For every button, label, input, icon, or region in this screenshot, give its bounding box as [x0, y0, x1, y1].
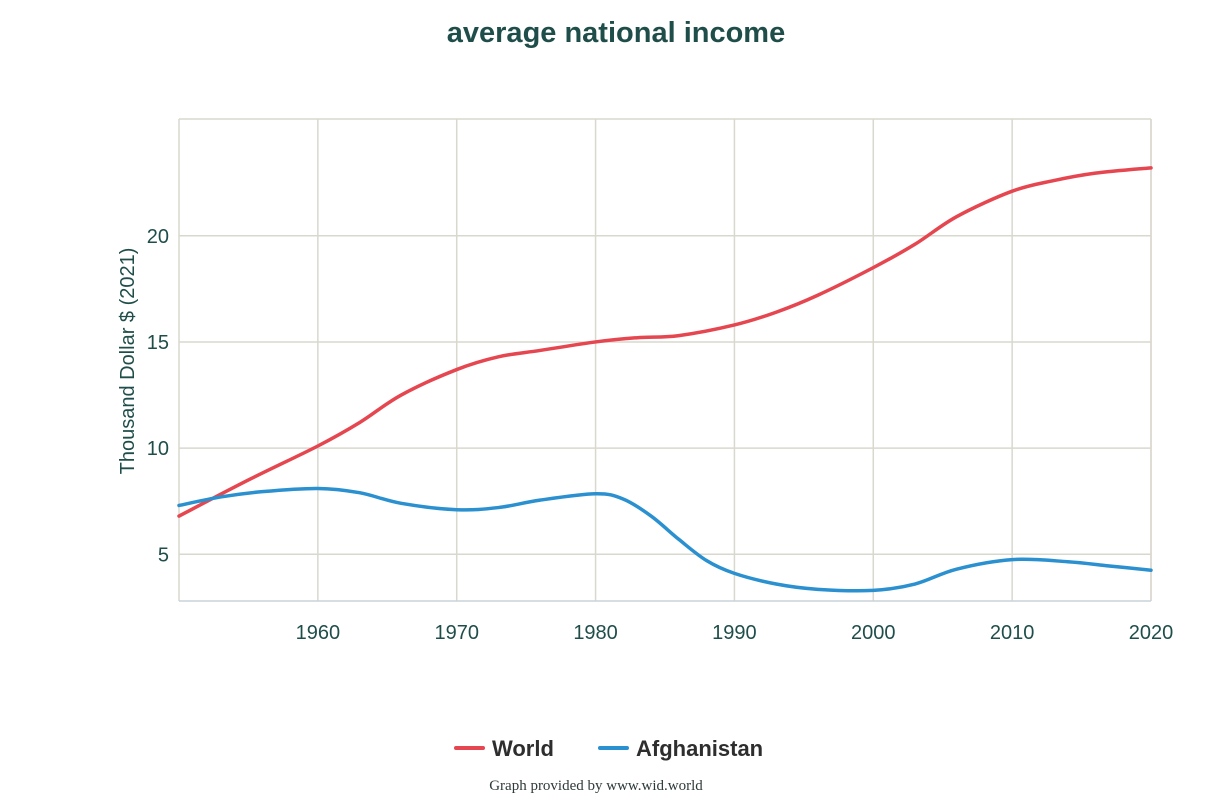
- legend: World Afghanistan: [454, 736, 763, 761]
- y-tick-label-10: 10: [147, 438, 169, 460]
- y-tick-label-20: 20: [147, 226, 169, 248]
- x-tick-label-1970: 1970: [434, 622, 479, 644]
- legend-item-afghanistan[interactable]: Afghanistan: [598, 736, 763, 761]
- x-tick-label-1990: 1990: [712, 622, 757, 644]
- legend-label-afghanistan: Afghanistan: [636, 736, 763, 761]
- credit-text: Graph provided by www.wid.world: [489, 778, 703, 794]
- x-tick-label-2010: 2010: [990, 622, 1035, 644]
- x-tick-label-2020: 2020: [1129, 622, 1174, 644]
- legend-item-world[interactable]: World: [454, 736, 554, 761]
- series-line-afghanistan: [177, 486, 1153, 593]
- grid: [178, 118, 1152, 601]
- y-axis-ticks: 5 10 15 20: [147, 226, 169, 567]
- series-lines: [177, 166, 1153, 593]
- x-axis-ticks: 1960 1970 1980 1990 2000 2010 2020: [296, 622, 1174, 644]
- x-tick-label-1980: 1980: [573, 622, 618, 644]
- legend-label-world: World: [492, 736, 554, 761]
- x-tick-label-2000: 2000: [851, 622, 896, 644]
- y-tick-label-15: 15: [147, 332, 169, 354]
- y-axis-label: Thousand Dollar $ (2021): [117, 248, 139, 475]
- x-tick-label-1960: 1960: [296, 622, 341, 644]
- series-line-world: [177, 166, 1153, 518]
- chart-title: average national income: [447, 17, 785, 49]
- y-tick-label-5: 5: [158, 544, 169, 566]
